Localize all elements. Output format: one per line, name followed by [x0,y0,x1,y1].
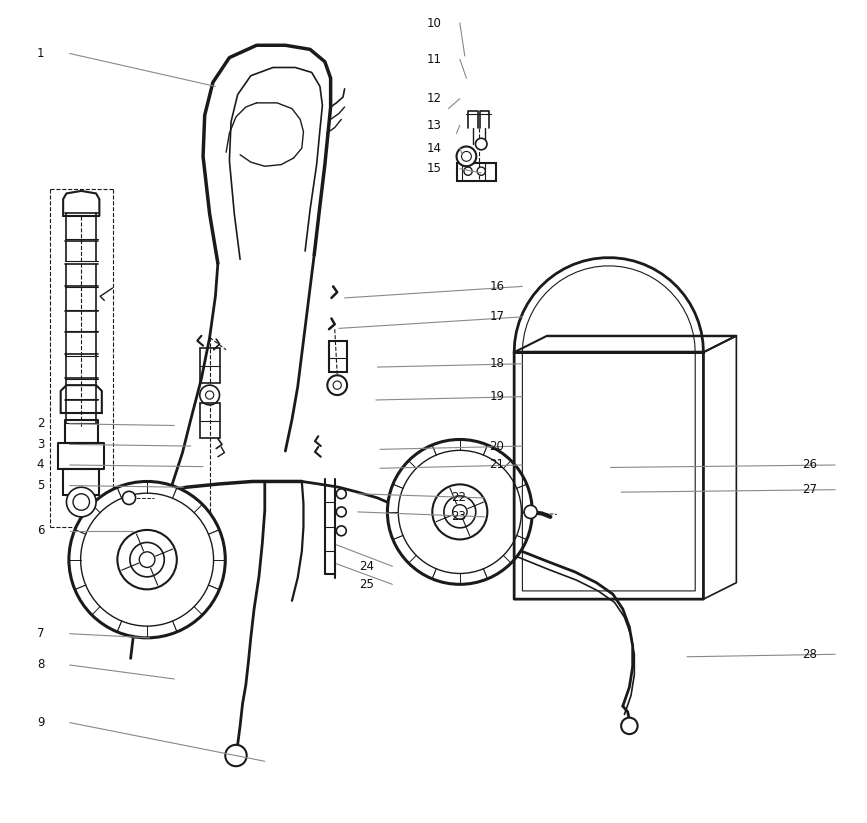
Text: 24: 24 [360,560,375,573]
Circle shape [140,551,155,568]
Text: 25: 25 [360,578,375,591]
Circle shape [388,439,532,584]
Circle shape [130,542,165,577]
Circle shape [475,138,487,150]
Circle shape [398,450,521,574]
Circle shape [444,496,476,528]
Text: 1: 1 [36,47,44,60]
Circle shape [67,487,96,517]
Text: 19: 19 [490,390,505,403]
Text: 14: 14 [427,142,442,155]
Circle shape [621,718,637,734]
Circle shape [477,167,486,175]
Circle shape [524,505,538,518]
Circle shape [81,493,213,626]
Circle shape [433,485,487,539]
Text: 18: 18 [490,357,505,370]
Circle shape [464,167,473,175]
Text: 8: 8 [36,658,44,672]
Text: 4: 4 [36,458,44,472]
Text: 7: 7 [36,627,44,640]
Text: 2: 2 [36,417,44,430]
Text: 5: 5 [36,479,44,492]
Text: 12: 12 [427,92,442,105]
Circle shape [199,385,219,405]
Text: 27: 27 [802,483,818,496]
Text: 11: 11 [427,53,442,66]
Bar [329,341,347,372]
Text: 21: 21 [490,458,505,472]
Bar [199,348,219,383]
Circle shape [336,507,346,517]
Circle shape [333,381,342,389]
Text: 15: 15 [427,162,442,175]
Circle shape [457,146,476,166]
Text: 16: 16 [490,280,505,293]
Text: 13: 13 [427,119,442,132]
Circle shape [68,481,225,638]
Circle shape [117,530,177,589]
Circle shape [453,504,467,519]
Text: 28: 28 [802,648,817,661]
Text: 10: 10 [427,16,442,30]
Circle shape [225,745,247,766]
Text: 20: 20 [490,439,505,453]
Text: 26: 26 [802,458,818,472]
Circle shape [336,489,346,499]
Text: 3: 3 [36,438,44,451]
Circle shape [205,391,214,399]
Circle shape [73,494,89,510]
Circle shape [461,151,472,161]
Circle shape [336,526,346,536]
Text: 17: 17 [490,310,505,323]
Text: 23: 23 [452,510,466,523]
Bar [457,163,496,181]
Text: 9: 9 [36,716,44,729]
Text: 6: 6 [36,524,44,537]
Circle shape [328,375,347,395]
Bar [199,403,219,438]
Text: 22: 22 [452,491,466,504]
Circle shape [122,491,135,504]
